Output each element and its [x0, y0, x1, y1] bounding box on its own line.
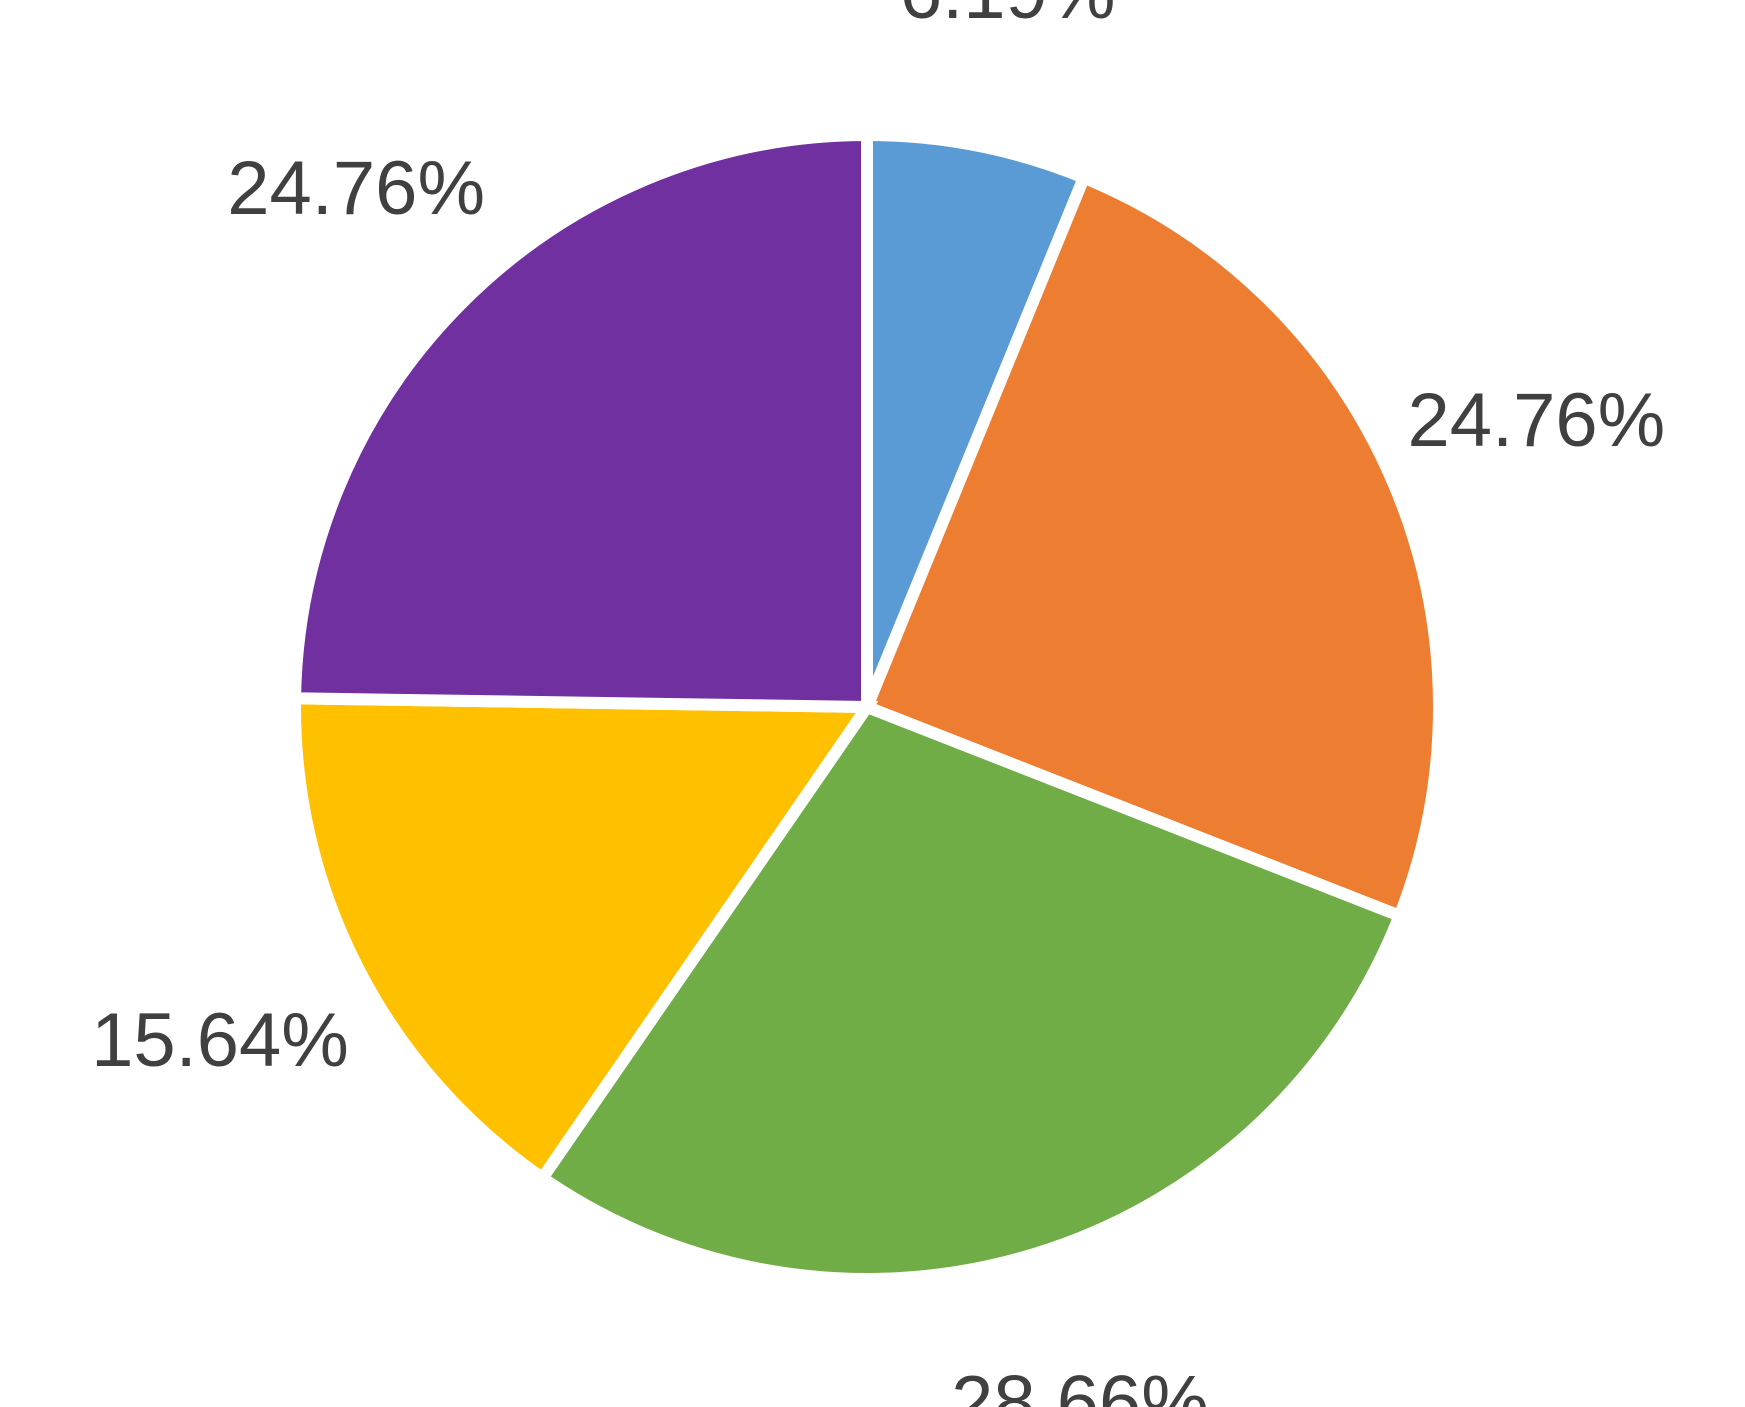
data-label-1: 6.19%: [900, 0, 1116, 35]
pie-slice-2: [859, 169, 1445, 924]
pie-slices: [288, 128, 1445, 1285]
pie-slice-4: [289, 692, 879, 1187]
pie-slice-3: [534, 699, 1408, 1285]
data-label-3: 28.66%: [951, 1361, 1209, 1407]
data-label-5: 24.76%: [227, 146, 485, 231]
data-label-4: 15.64%: [91, 998, 349, 1083]
pie-data-labels: 6.19% 24.76% 28.66% 15.64% 24.76%: [91, 0, 1665, 1407]
data-label-2: 24.76%: [1407, 378, 1665, 463]
pie-slice-5: [288, 128, 873, 714]
